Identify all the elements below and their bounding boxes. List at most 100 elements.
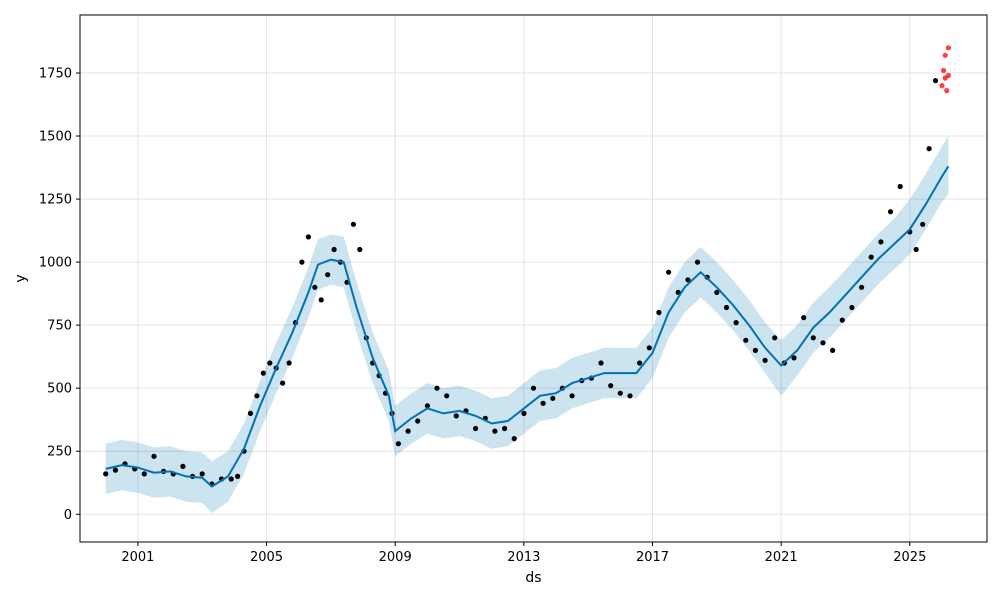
observed-point <box>318 297 324 303</box>
future-point <box>942 52 948 58</box>
observed-point <box>714 289 720 295</box>
observed-point <box>453 413 459 419</box>
x-tick-label: 2009 <box>379 550 412 565</box>
future-points <box>939 45 952 94</box>
observed-point <box>350 221 356 227</box>
observed-point <box>502 425 508 432</box>
y-tick-label: 1000 <box>39 256 72 271</box>
future-point <box>941 67 947 74</box>
y-tick-label: 1250 <box>39 193 72 208</box>
observed-point <box>228 476 234 482</box>
observed-point <box>305 234 311 240</box>
observed-point <box>312 284 318 290</box>
observed-point <box>617 390 623 396</box>
observed-point <box>521 410 527 416</box>
future-point <box>945 45 952 51</box>
observed-point <box>666 269 672 275</box>
observed-point <box>772 335 778 341</box>
observed-point <box>627 393 633 399</box>
observed-point <box>235 473 241 479</box>
observed-points <box>103 78 939 487</box>
observed-point <box>752 347 759 353</box>
y-axis-ticks: 0 250 500 750 1000 1250 1500 1750 <box>39 66 80 523</box>
observed-point <box>286 360 292 366</box>
observed-point <box>180 463 186 469</box>
observed-point <box>878 239 884 245</box>
observed-point <box>608 383 614 389</box>
observed-point <box>492 428 498 434</box>
observed-point <box>424 403 430 409</box>
observed-point <box>723 304 730 311</box>
observed-point <box>151 453 157 459</box>
observed-point <box>733 320 739 326</box>
observed-point <box>530 385 537 391</box>
observed-point <box>830 347 836 353</box>
observed-point <box>103 471 109 477</box>
observed-point <box>762 357 768 363</box>
observed-point <box>280 380 286 386</box>
y-tick-label: 750 <box>47 319 72 334</box>
observed-point <box>260 370 266 376</box>
future-point <box>944 88 950 94</box>
observed-point <box>299 259 305 265</box>
x-axis-title: ds <box>525 570 541 586</box>
observed-point <box>325 272 331 278</box>
observed-point <box>405 428 411 434</box>
observed-point <box>694 259 701 265</box>
observed-point <box>331 246 337 253</box>
observed-point <box>247 410 254 416</box>
observed-point <box>849 304 855 311</box>
observed-point <box>656 309 662 316</box>
observed-point <box>415 418 421 424</box>
y-tick-label: 500 <box>47 382 72 397</box>
future-point <box>945 72 952 79</box>
x-tick-label: 2013 <box>507 550 540 565</box>
x-tick-label: 2001 <box>121 550 154 565</box>
uncertainty-band <box>105 136 949 513</box>
observed-point <box>810 335 816 341</box>
observed-point <box>839 317 845 323</box>
forecast-line-layer <box>105 165 950 488</box>
y-tick-label: 0 <box>64 508 72 523</box>
y-tick-label: 250 <box>47 445 72 460</box>
future-point <box>939 83 945 89</box>
plot-frame <box>79 14 988 543</box>
observed-point <box>932 78 939 84</box>
observed-point <box>511 436 517 442</box>
observed-point <box>444 393 450 399</box>
forecast-line <box>105 165 950 488</box>
forecast-interval-band <box>105 136 949 513</box>
grid <box>80 15 987 542</box>
observed-point <box>395 441 401 447</box>
observed-point <box>887 209 894 215</box>
observed-point <box>913 246 919 253</box>
y-axis-title: y <box>13 274 29 282</box>
observed-point <box>791 355 797 361</box>
observed-point <box>199 471 205 477</box>
observed-point <box>550 395 556 401</box>
x-tick-label: 2017 <box>636 550 669 565</box>
observed-point <box>357 246 363 253</box>
x-tick-label: 2021 <box>765 550 798 565</box>
observed-point <box>801 315 807 321</box>
observed-point <box>141 471 147 477</box>
x-axis-ticks: 2001 2005 2009 2013 2017 2021 2025 <box>121 542 926 565</box>
observed-point <box>540 400 546 406</box>
observed-point <box>685 277 691 283</box>
y-tick-label: 1750 <box>39 66 72 81</box>
observed-point <box>598 360 604 366</box>
observed-point <box>637 360 643 366</box>
observed-point <box>473 425 479 432</box>
y-tick-label: 1500 <box>39 130 72 145</box>
observed-point <box>434 385 440 391</box>
x-tick-label: 2025 <box>893 550 926 565</box>
observed-point <box>868 254 874 260</box>
observed-point <box>646 345 652 351</box>
observed-point <box>569 393 575 399</box>
observed-point <box>897 183 903 190</box>
x-tick-label: 2005 <box>250 550 283 565</box>
observed-point <box>920 221 926 227</box>
observed-point <box>820 340 826 346</box>
